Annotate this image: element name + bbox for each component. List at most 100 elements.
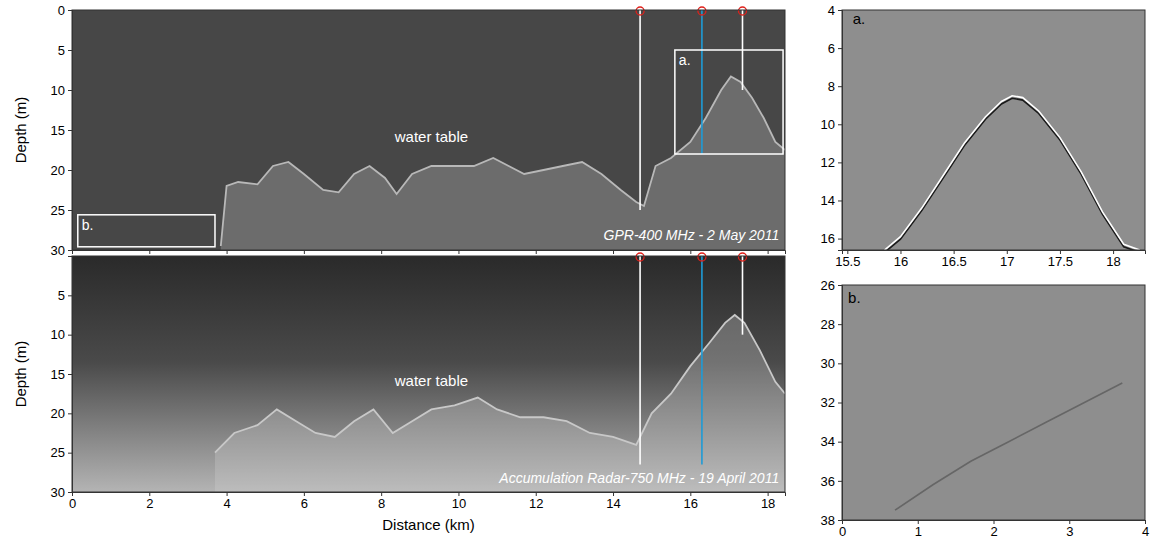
line-marker [698, 253, 706, 261]
tick: 3 [1066, 520, 1073, 539]
axis-line [838, 286, 843, 521]
x-axis [73, 250, 786, 254]
tick-label: 1 [915, 524, 922, 539]
tick-label: 16.5 [941, 254, 966, 269]
tick-mark [68, 295, 72, 296]
tick-mark [613, 250, 614, 254]
y-axis: 051015202530 [51, 3, 73, 258]
y-axis: 26283032343638 [821, 278, 843, 528]
tick-mark [838, 162, 842, 163]
tick: 6 [828, 41, 842, 56]
vertical-line [701, 10, 703, 154]
tick: 14 [821, 193, 842, 208]
tick-mark [458, 250, 459, 254]
y-axis-title: Depth (m) [12, 97, 29, 164]
tick: 5 [58, 43, 72, 58]
tick: 26 [821, 278, 842, 293]
plot-area [78, 10, 785, 250]
y-axis: 46810121416 [821, 3, 843, 251]
tick-label: 4 [1142, 524, 1149, 539]
line-marker [738, 7, 746, 15]
tick-mark [68, 170, 72, 171]
line-marker [738, 253, 746, 261]
plot-background [842, 10, 1145, 250]
tick: 30 [821, 356, 842, 371]
tick-label: 20 [51, 406, 65, 421]
tick-mark [838, 239, 842, 240]
tick [72, 250, 73, 254]
x-axis: 15.51616.51717.518 [835, 250, 1145, 269]
tick-label: 8 [828, 79, 835, 94]
tick: 25 [51, 203, 72, 218]
tick-mark [838, 285, 842, 286]
axis-line [73, 493, 786, 497]
water-table-line [215, 315, 785, 453]
tick-label: 0 [839, 524, 846, 539]
axis-line [73, 251, 786, 255]
tick-label: 14 [821, 193, 835, 208]
tick-mark [149, 250, 150, 254]
plot-area [215, 256, 785, 492]
line-marker [636, 253, 644, 261]
tick: 18 [761, 492, 775, 511]
tick-label: 25 [51, 203, 65, 218]
tick-label: 25 [51, 445, 65, 460]
tick-mark [838, 200, 842, 201]
tick-label: 4 [223, 496, 230, 511]
x-axis: 0 1 2 3 4 [839, 520, 1149, 539]
tick-mark [68, 374, 72, 375]
vertical-line [701, 256, 703, 464]
tick: 0 [58, 3, 72, 18]
tick: 16 [821, 231, 842, 246]
tick: 18 [1106, 250, 1120, 269]
plot-frame [72, 10, 785, 250]
vertical-line [639, 256, 641, 464]
tick-label: 26 [821, 278, 835, 293]
tick-label: 10 [51, 83, 65, 98]
tick-label: 10 [51, 327, 65, 342]
tick-mark [838, 86, 842, 87]
x-axis: 024681012141618 [69, 492, 786, 511]
tick: 28 [821, 317, 842, 332]
tick-mark [838, 442, 842, 443]
tick-mark [381, 250, 382, 254]
tick: 0 [69, 492, 76, 511]
inset-box [675, 50, 783, 154]
plot-area [885, 96, 1140, 250]
tick-label: 3 [1066, 524, 1073, 539]
tick: 16.5 [941, 250, 966, 269]
tick-label: 0 [69, 496, 76, 511]
tick: 5 [58, 288, 72, 303]
plot-frame [842, 285, 1145, 520]
tick [304, 250, 305, 254]
tick-mark [68, 10, 72, 11]
y-axis-title: Depth (m) [12, 341, 29, 408]
tick: 4 [828, 3, 842, 18]
tick-label: 4 [828, 3, 835, 18]
inset-label: a. [679, 52, 691, 68]
tick-mark [838, 124, 842, 125]
tick-mark [68, 335, 72, 336]
tick: 36 [821, 473, 842, 488]
tick-label: 6 [828, 41, 835, 56]
annotation: water table [394, 372, 468, 389]
tick [690, 250, 691, 254]
tick-mark [838, 481, 842, 482]
tick-label: 8 [378, 496, 385, 511]
tick: 20 [51, 406, 72, 421]
tick-mark [690, 250, 691, 254]
tick-label: 15 [51, 367, 65, 382]
vertical-line [639, 10, 641, 210]
tick [149, 250, 150, 254]
tick: 34 [821, 434, 842, 449]
tick-label: 5 [58, 288, 65, 303]
reflection-line [885, 96, 1140, 250]
tick-label: 16 [894, 254, 908, 269]
tick-label: 20 [51, 163, 65, 178]
reflection-shadow [885, 98, 1140, 250]
panel: 51015202530024681012141618Depth (m)Dista… [12, 253, 786, 533]
tick-label: 28 [821, 317, 835, 332]
plot-background [72, 10, 785, 250]
tick-label: 12 [821, 155, 835, 170]
tick: 2 [990, 520, 997, 539]
